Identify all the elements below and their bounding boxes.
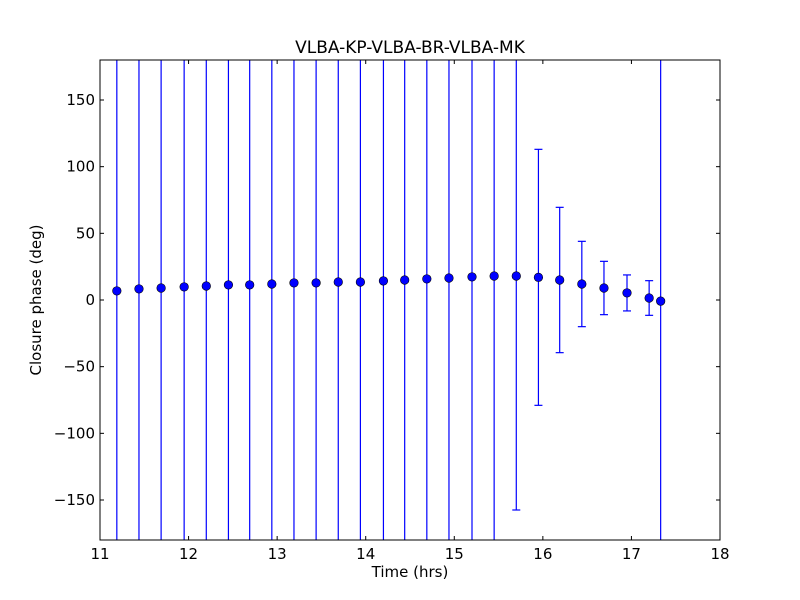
data-point (201, 281, 211, 291)
data-point (511, 271, 521, 281)
data-point (555, 275, 565, 285)
data-point (422, 274, 432, 284)
data-point (311, 278, 321, 288)
data-marks (112, 60, 666, 540)
x-tick-label: 16 (533, 545, 552, 563)
y-tick-label: 100 (66, 158, 95, 176)
data-point (489, 271, 499, 281)
data-point (599, 283, 609, 293)
y-tick-label: −50 (63, 358, 95, 376)
y-axis-label: Closure phase (deg) (27, 225, 45, 376)
data-point (577, 279, 587, 289)
data-point (112, 286, 122, 296)
data-point (333, 277, 343, 287)
x-axis-label: Time (hrs) (371, 563, 449, 581)
data-point (223, 280, 234, 290)
data-point (467, 272, 477, 282)
data-point (533, 272, 544, 282)
x-tick-label: 14 (356, 545, 375, 563)
x-tick-label: 18 (710, 545, 729, 563)
plot-frame (99, 59, 721, 541)
data-point (400, 275, 410, 285)
x-tick-label: 11 (90, 545, 109, 563)
data-point (622, 288, 632, 298)
x-tick-label: 17 (622, 545, 641, 563)
data-point (267, 279, 277, 289)
x-tick-label: 15 (445, 545, 464, 563)
axes: 11 12 13 14 15 16 17 18 −150 −100 −50 0 50 100 150 (54, 60, 730, 563)
y-tick-label: 150 (66, 91, 95, 109)
data-point (245, 280, 255, 290)
chart-title: VLBA-KP-VLBA-BR-VLBA-MK (295, 38, 526, 58)
data-point (134, 284, 144, 294)
x-tick-label: 13 (268, 545, 287, 563)
data-point (179, 282, 189, 292)
y-tick-label: −150 (54, 491, 95, 509)
data-point (289, 278, 299, 288)
data-point (656, 296, 666, 306)
data-point (378, 276, 389, 286)
data-point (156, 283, 166, 293)
data-point (444, 273, 454, 283)
data-point (644, 293, 654, 303)
y-tick-label: 50 (76, 224, 95, 242)
y-tick-label: −100 (54, 424, 95, 442)
data-point (355, 277, 366, 287)
y-tick-label: 0 (85, 291, 95, 309)
x-tick-label: 12 (179, 545, 198, 563)
